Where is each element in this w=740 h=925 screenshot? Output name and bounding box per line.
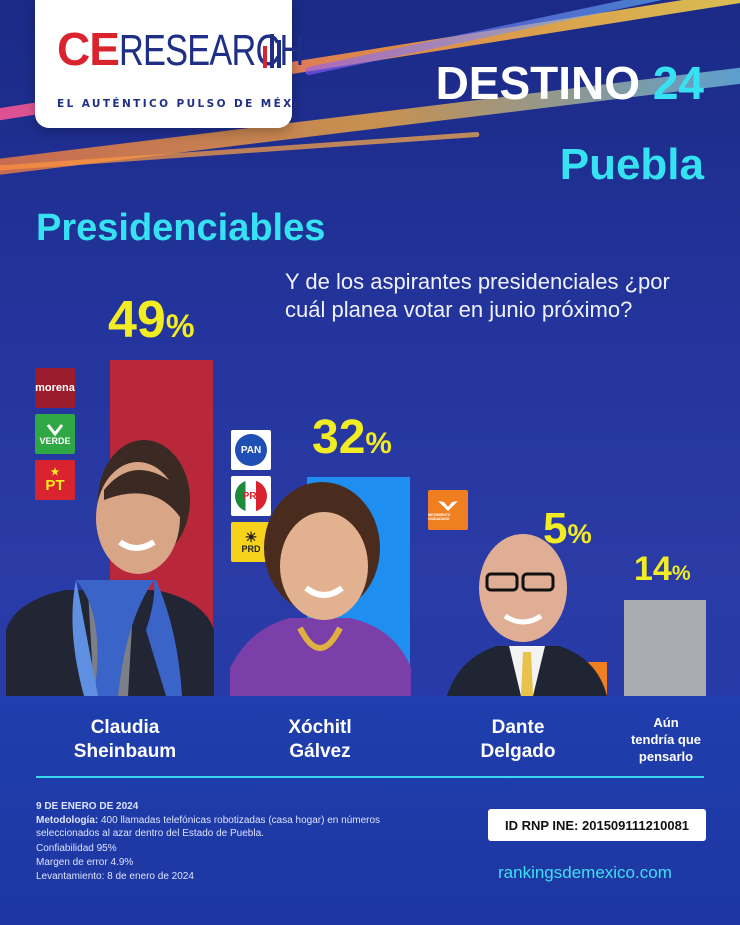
- pct-value: 14: [634, 550, 672, 588]
- candidate-photo-delgado: [447, 528, 607, 696]
- footer-methodology: Metodología: 400 llamadas telefónicas ro…: [36, 814, 406, 840]
- logo-wordmark: CE RESEARCH: [57, 26, 355, 73]
- survey-question: Y de los aspirantes presidenciales ¿por …: [285, 269, 670, 322]
- name-line: Aún: [653, 715, 679, 730]
- logo: CE RESEARCH EL AUTÉNTICO PULSO DE MÉXICO: [35, 0, 319, 128]
- name-line: pensarlo: [638, 749, 694, 764]
- name-line: Claudia: [90, 717, 160, 738]
- state-title: Puebla: [559, 140, 704, 189]
- pct-value: 49: [108, 291, 166, 349]
- rnp-id: 201509111210081: [582, 817, 690, 833]
- destino-number: 24: [652, 57, 704, 109]
- pct-label-galvez: 32%: [312, 410, 392, 465]
- destino-title: DESTINO 24: [436, 56, 704, 110]
- star-icon: ★: [50, 466, 60, 478]
- logo-ce: CE: [57, 23, 120, 75]
- sun-icon: ☀: [244, 529, 258, 545]
- methodology-label: Metodología:: [36, 815, 99, 826]
- party-label-pt: PT: [45, 476, 65, 494]
- website-link[interactable]: rankingsdemexico.com: [498, 863, 672, 882]
- party-label-verde: VERDE: [39, 436, 71, 446]
- name-line: Sheinbaum: [73, 741, 177, 762]
- name-line: Dante: [491, 717, 545, 738]
- name-line: Gálvez: [289, 741, 351, 762]
- footer-date: 9 DE ENERO DE 2024: [36, 801, 139, 812]
- name-line: Xóchitl: [288, 717, 352, 738]
- party-logo-morena: morena: [35, 368, 75, 408]
- footer-survey-date: Levantamiento: 8 de enero de 2024: [36, 871, 194, 882]
- party-label-prd: PRD: [241, 544, 261, 554]
- divider: [36, 776, 704, 778]
- logo-bars-icon: [263, 34, 281, 68]
- party-logo-mc: MOVIMIENTO CIUDADANO: [428, 490, 468, 530]
- candidate-photo-sheinbaum: [6, 430, 214, 696]
- party-label-pan: PAN: [235, 434, 267, 466]
- pct-unit: %: [671, 562, 691, 585]
- pct-unit: %: [165, 308, 195, 344]
- bar-undecided: [624, 600, 706, 696]
- party-logo-verde: VERDE: [35, 414, 75, 454]
- section-title: Presidenciables: [36, 207, 326, 249]
- footer-margin: Margen de error 4.9%: [36, 857, 134, 868]
- footer-confidence: Confiabilidad 95%: [36, 843, 117, 854]
- pct-unit: %: [365, 427, 392, 460]
- candidate-photo-galvez: [230, 478, 411, 696]
- pct-label-undecided: 14%: [634, 550, 691, 589]
- name-line: Delgado: [480, 741, 556, 762]
- methodology-text: 400 llamadas telefónicas robotizadas (ca…: [36, 815, 381, 839]
- candidate-name-undecided: Aún tendría que pensarlo: [614, 714, 718, 765]
- rnp-label: ID RNP INE:: [504, 817, 579, 833]
- party-label-pri: PRI: [235, 480, 267, 512]
- party-logo-pt: ★ PT: [35, 460, 75, 500]
- destino-label: DESTINO: [435, 57, 641, 109]
- pct-value: 32: [312, 411, 366, 464]
- rnp-id-box: ID RNP INE: 201509111210081: [488, 809, 706, 841]
- candidate-name-delgado: Dante Delgado: [448, 716, 588, 764]
- party-logo-pri: PRI: [231, 476, 271, 516]
- party-logo-pan: PAN: [231, 430, 271, 470]
- eagle-icon: [438, 501, 458, 511]
- logo-tagline: EL AUTÉNTICO PULSO DE MÉXICO: [57, 98, 322, 110]
- pct-unit: %: [567, 518, 592, 549]
- candidate-name-galvez: Xóchitl Gálvez: [250, 716, 390, 764]
- party-label-mc: MOVIMIENTO CIUDADANO: [428, 513, 451, 521]
- toucan-icon: [46, 424, 64, 436]
- name-line: tendría que: [630, 732, 702, 747]
- candidate-name-sheinbaum: Claudia Sheinbaum: [40, 716, 210, 764]
- pct-label-sheinbaum: 49%: [108, 290, 195, 350]
